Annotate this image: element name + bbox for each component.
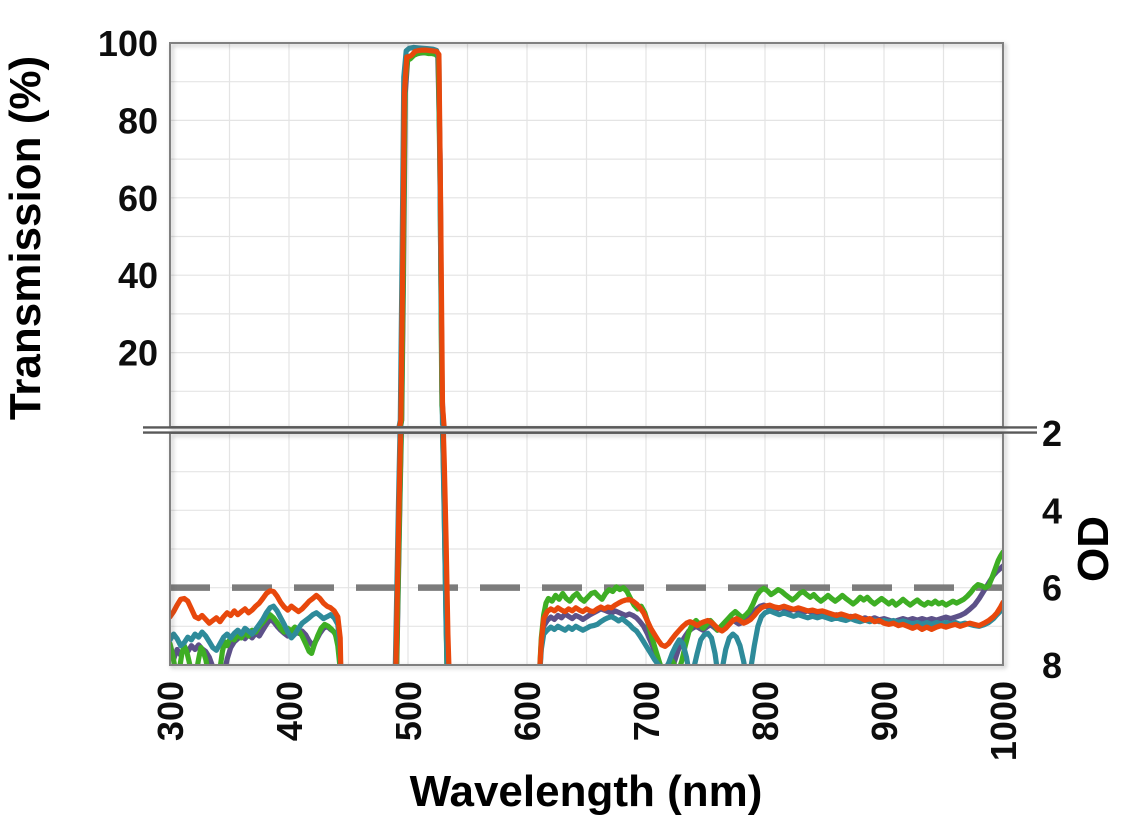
left-axis-title: Transmission (%): [1, 56, 50, 420]
od-tick-label: 8: [1042, 645, 1062, 686]
x-tick-label: 1000: [983, 681, 1024, 761]
x-axis-title: Wavelength (nm): [410, 767, 763, 816]
transmission-tick-label: 100: [98, 23, 158, 64]
od-tick-label: 4: [1042, 490, 1062, 531]
x-tick-label: 400: [269, 681, 310, 741]
transmission-tick-label: 40: [118, 255, 158, 296]
od-tick-label: 2: [1042, 413, 1062, 454]
transmission-tick-label: 80: [118, 100, 158, 141]
x-tick-label: 700: [626, 681, 667, 741]
x-tick-label: 600: [507, 681, 548, 741]
tick-labels: 300 400 500 600 700 800 900 1000 100 80 60 40 20 2 4 6 8: [98, 23, 1062, 761]
x-tick-label: 500: [388, 681, 429, 741]
gridlines: [170, 43, 1003, 665]
teal-trace-od: [170, 433, 1003, 665]
orange-trace-od: [170, 433, 1003, 665]
green-trace-od: [170, 433, 1003, 665]
x-tick-label: 900: [864, 681, 905, 741]
x-tick-label: 800: [745, 681, 786, 741]
transmission-tick-label: 60: [118, 178, 158, 219]
axis-break-separator: [143, 426, 1037, 434]
od-tick-label: 6: [1042, 568, 1062, 609]
transmission-tick-label: 20: [118, 333, 158, 374]
x-tick-label: 300: [150, 681, 191, 741]
right-axis-title: OD: [1069, 516, 1118, 582]
